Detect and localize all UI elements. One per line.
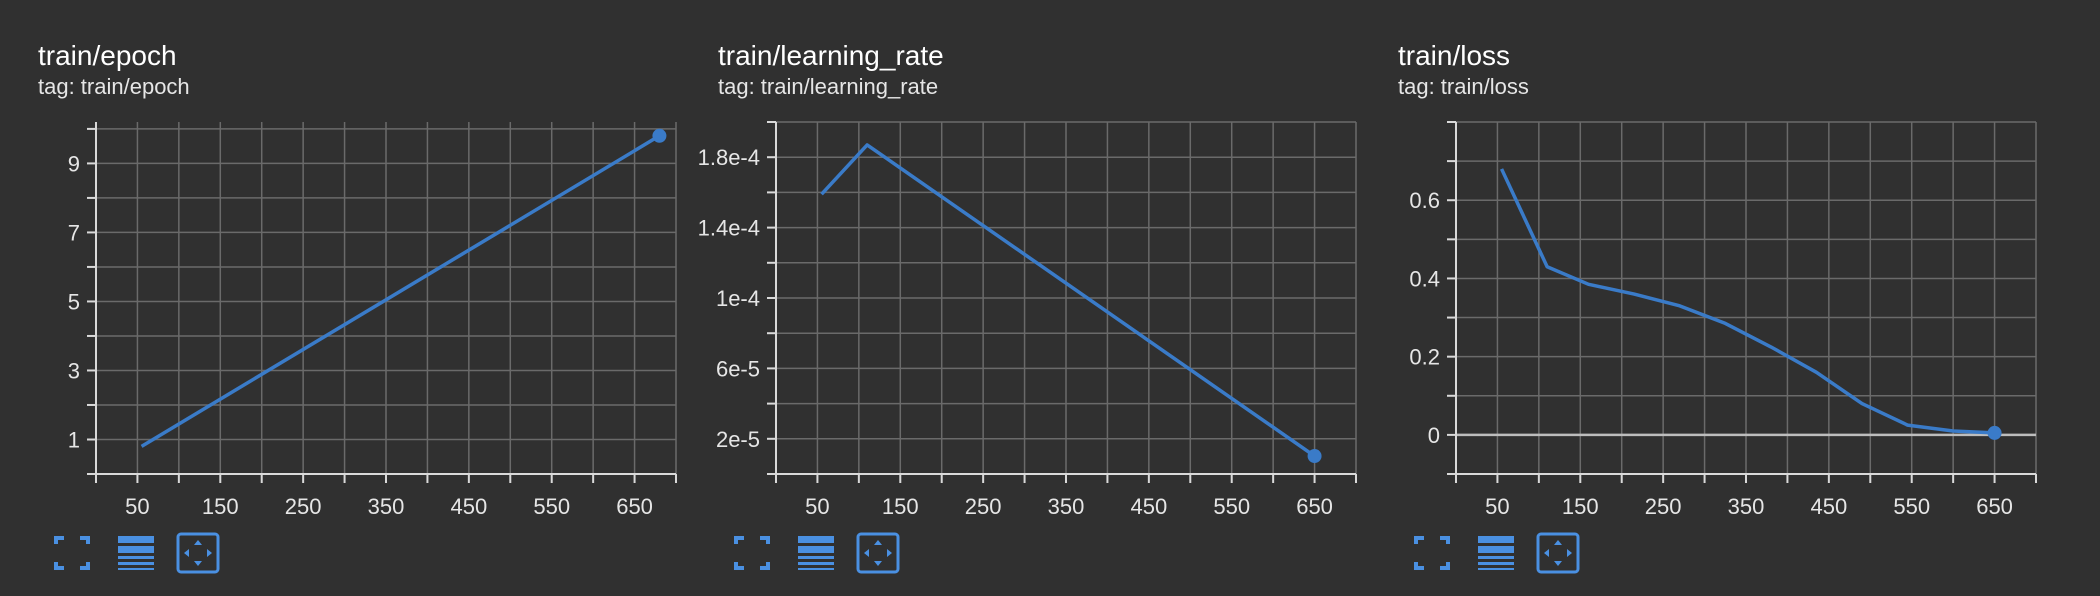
chart-title: train/learning_rate — [718, 40, 944, 71]
y-tick-label: 6e-5 — [716, 356, 760, 381]
x-tick-label: 650 — [1296, 494, 1333, 519]
chart-tag: tag: train/loss — [1398, 74, 1529, 99]
x-tick-label: 350 — [1728, 494, 1765, 519]
fullscreen-icon — [1414, 536, 1450, 570]
chart-card-learning-rate: train/learning_rate tag: train/learning_… — [680, 0, 1360, 596]
legend-icon — [798, 536, 834, 570]
y-tick-label: 0.2 — [1409, 345, 1440, 370]
x-tick-label: 450 — [1130, 494, 1167, 519]
series-line — [820, 143, 1316, 458]
line-chart-loss[interactable]: 50 150 250 350 450 550 650 0 0.2 0.4 0.6 — [1360, 0, 2040, 520]
y-tick-label: 1 — [68, 427, 80, 452]
last-point-marker — [1987, 425, 2002, 440]
x-tick-label: 250 — [1645, 494, 1682, 519]
last-point-marker — [1307, 449, 1322, 464]
x-tick-label: 450 — [450, 494, 487, 519]
series-line — [1499, 168, 1995, 435]
x-tick-label: 50 — [1485, 494, 1509, 519]
x-tick-label: 250 — [285, 494, 322, 519]
line-chart-epoch[interactable]: 50 150 250 350 450 550 650 1 3 5 7 9 — [0, 0, 680, 520]
fullscreen-button[interactable] — [50, 532, 94, 574]
y-tick-label: 9 — [68, 151, 80, 176]
chart-title: train/loss — [1398, 40, 1511, 71]
chart-card-epoch: train/epoch tag: train/epoch 50 150 250 350… — [0, 0, 680, 596]
x-tick-label: 350 — [1048, 494, 1085, 519]
chart-tag: tag: train/epoch — [38, 74, 190, 99]
chart-title: train/epoch — [38, 40, 177, 71]
x-tick-label: 150 — [202, 494, 239, 519]
chart-card-loss: train/loss tag: train/loss 50 150 250 350 45… — [1360, 0, 2040, 596]
x-tick-label: 550 — [1893, 494, 1930, 519]
toggle-legend-button[interactable] — [114, 532, 158, 574]
y-tick-label: 1e-4 — [716, 286, 760, 311]
last-point-marker — [652, 128, 667, 143]
x-tick-label: 450 — [1810, 494, 1847, 519]
fullscreen-icon — [734, 536, 770, 570]
legend-icon — [1478, 536, 1514, 570]
series-line — [140, 134, 661, 448]
x-tick-label: 650 — [1976, 494, 2013, 519]
y-tick-label: 5 — [68, 289, 80, 314]
fit-domain-button[interactable] — [1536, 532, 1580, 574]
x-tick-label: 50 — [125, 494, 149, 519]
toggle-legend-button[interactable] — [794, 532, 838, 574]
x-tick-label: 50 — [805, 494, 829, 519]
fit-domain-icon — [1536, 532, 1580, 574]
x-tick-label: 250 — [965, 494, 1002, 519]
fit-domain-icon — [176, 532, 220, 574]
x-tick-label: 550 — [533, 494, 570, 519]
fullscreen-button[interactable] — [1410, 532, 1454, 574]
x-tick-label: 550 — [1213, 494, 1250, 519]
y-tick-label: 0.6 — [1409, 188, 1440, 213]
y-tick-label: 0.4 — [1409, 266, 1440, 291]
x-tick-label: 150 — [1562, 494, 1599, 519]
x-tick-label: 150 — [882, 494, 919, 519]
line-chart-learning-rate[interactable]: 50 150 250 350 450 550 650 2e-5 6e-5 1e-4 1.4e-4 1.… — [680, 0, 1360, 520]
y-tick-label: 1.4e-4 — [698, 216, 760, 241]
y-tick-label: 0 — [1428, 423, 1440, 448]
fit-domain-button[interactable] — [176, 532, 220, 574]
fullscreen-icon — [54, 536, 90, 570]
y-tick-label: 3 — [68, 358, 80, 383]
y-tick-label: 7 — [68, 220, 80, 245]
fit-domain-icon — [856, 532, 900, 574]
y-tick-label: 2e-5 — [716, 427, 760, 452]
chart-tag: tag: train/learning_rate — [718, 74, 939, 99]
grid — [767, 121, 1357, 483]
x-tick-label: 650 — [616, 494, 653, 519]
fit-domain-button[interactable] — [856, 532, 900, 574]
x-tick-label: 350 — [368, 494, 405, 519]
legend-icon — [118, 536, 154, 570]
y-tick-label: 1.8e-4 — [698, 145, 760, 170]
toggle-legend-button[interactable] — [1474, 532, 1518, 574]
fullscreen-button[interactable] — [730, 532, 774, 574]
